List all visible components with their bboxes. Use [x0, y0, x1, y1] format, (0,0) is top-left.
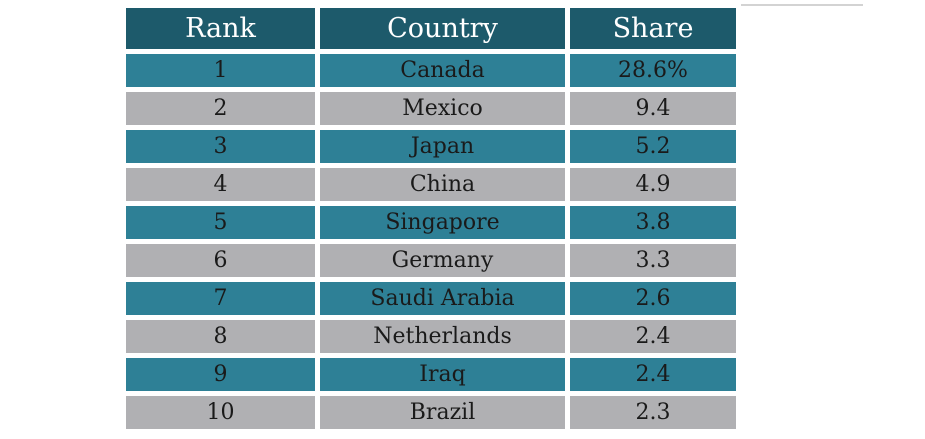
- table-row: 8 Netherlands 2.4: [126, 320, 736, 353]
- table-row: 7 Saudi Arabia 2.6: [126, 282, 736, 315]
- table-row: 4 China 4.9: [126, 168, 736, 201]
- table-cell-country: Saudi Arabia: [320, 282, 565, 315]
- table-row: 5 Singapore 3.8: [126, 206, 736, 239]
- table-row: 6 Germany 3.3: [126, 244, 736, 277]
- table-cell-share: 5.2: [570, 130, 736, 163]
- table-cell-rank: 1: [126, 54, 315, 87]
- table-cell-country: Canada: [320, 54, 565, 87]
- table-body: 1 Canada 28.6% 2 Mexico 9.4 3 Japan 5.2 4 China 4.9…: [126, 54, 736, 429]
- table-cell-share: 4.9: [570, 168, 736, 201]
- table-cell-share: 2.4: [570, 358, 736, 391]
- table-cell-country: Singapore: [320, 206, 565, 239]
- table-cell-share: 2.6: [570, 282, 736, 315]
- table-cell-country: Iraq: [320, 358, 565, 391]
- table-cell-rank: 7: [126, 282, 315, 315]
- table-cell-rank: 8: [126, 320, 315, 353]
- table-header-row: Rank Country Share: [126, 8, 736, 49]
- table-row: 9 Iraq 2.4: [126, 358, 736, 391]
- table-cell-country: Netherlands: [320, 320, 565, 353]
- table-row: 10 Brazil 2.3: [126, 396, 736, 429]
- table-cell-country: China: [320, 168, 565, 201]
- table-cell-country: Brazil: [320, 396, 565, 429]
- table-cell-rank: 6: [126, 244, 315, 277]
- ranking-table: Rank Country Share 1 Canada 28.6% 2 Mexico 9.…: [126, 8, 736, 434]
- table-cell-rank: 3: [126, 130, 315, 163]
- table-cell-share: 3.8: [570, 206, 736, 239]
- header-rank: Rank: [126, 8, 315, 49]
- table-row: 3 Japan 5.2: [126, 130, 736, 163]
- table-cell-share: 3.3: [570, 244, 736, 277]
- table-row: 1 Canada 28.6%: [126, 54, 736, 87]
- table-cell-rank: 2: [126, 92, 315, 125]
- table-cell-share: 28.6%: [570, 54, 736, 87]
- top-divider-line: [741, 4, 863, 6]
- table-cell-rank: 9: [126, 358, 315, 391]
- table-cell-share: 9.4: [570, 92, 736, 125]
- table-cell-country: Germany: [320, 244, 565, 277]
- table-row: 2 Mexico 9.4: [126, 92, 736, 125]
- table-cell-rank: 10: [126, 396, 315, 429]
- table-cell-rank: 4: [126, 168, 315, 201]
- table-cell-country: Japan: [320, 130, 565, 163]
- header-country: Country: [320, 8, 565, 49]
- table-cell-country: Mexico: [320, 92, 565, 125]
- table-cell-share: 2.3: [570, 396, 736, 429]
- table-cell-rank: 5: [126, 206, 315, 239]
- table-cell-share: 2.4: [570, 320, 736, 353]
- header-share: Share: [570, 8, 736, 49]
